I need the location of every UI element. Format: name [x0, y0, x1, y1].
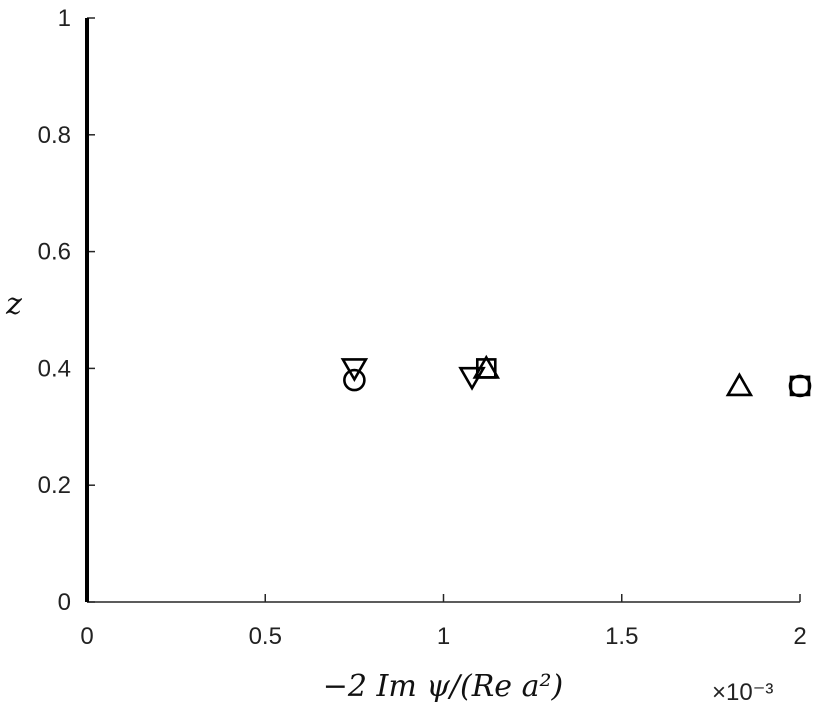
x-tick-label: 1	[437, 623, 450, 650]
tick-labels: 0 0.5 1 1.5 2 0 0.2 0.4 0.6 0.8 1	[38, 5, 807, 650]
x-axis-multiplier: ×10⁻³	[712, 679, 773, 706]
x-axis-label: −2 Im ψ/(Re a²)	[323, 669, 563, 704]
axes	[86, 17, 801, 603]
y-tick-label: 0	[58, 589, 71, 616]
y-tick-label: 0.8	[38, 122, 71, 149]
y-tick-label: 0.2	[38, 472, 71, 499]
series-3-marker	[725, 372, 754, 397]
y-tick-label: 0.4	[38, 355, 71, 382]
series-2-marker	[789, 375, 811, 397]
series-7-marker	[340, 358, 369, 383]
series-1-marker	[788, 374, 812, 398]
markers	[340, 354, 812, 398]
x-tick-label: 0.5	[249, 623, 282, 650]
x-tick-label: 0	[80, 623, 93, 650]
y-axis-label: z	[5, 287, 22, 322]
x-tick-label: 1.5	[605, 623, 638, 650]
y-tick-label: 1	[58, 5, 71, 32]
x-tick-label: 2	[793, 623, 806, 650]
y-tick-label: 0.6	[38, 239, 71, 266]
series-6-marker	[475, 358, 497, 379]
series-8-marker	[343, 368, 366, 392]
